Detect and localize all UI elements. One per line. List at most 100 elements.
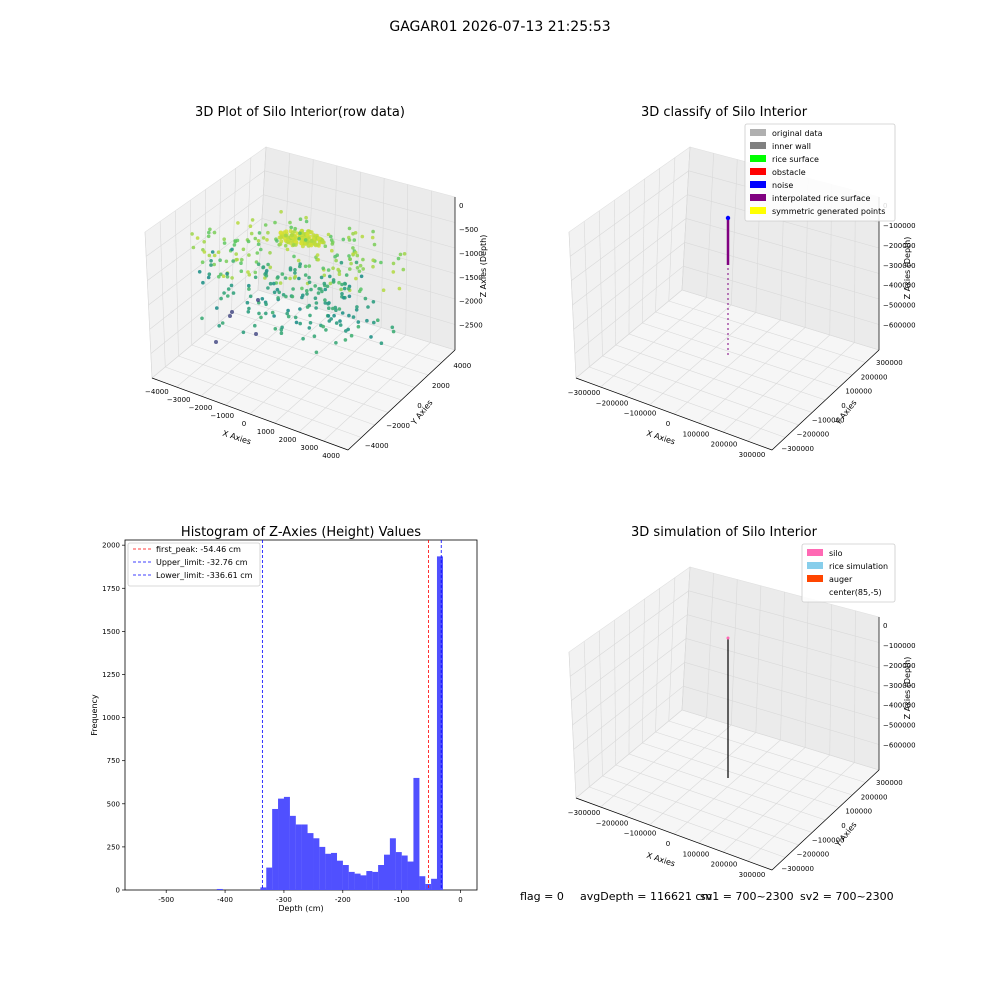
p4-x-tick-label: 200000: [711, 861, 738, 869]
panel4-legend-label: rice simulation: [829, 562, 888, 571]
panel1-data-point: [266, 286, 270, 290]
footer-status: flag = 0 avgDepth = 116621 cm sv1 = 700~…: [520, 890, 894, 903]
panel1-data-point: [241, 330, 246, 335]
panel4-zlabel: Z Axies (Depth): [903, 657, 912, 720]
panel1-data-point: [279, 210, 283, 214]
panel1-data-point: [253, 236, 258, 241]
panel1-data-point: [212, 253, 217, 258]
panel1-data-point: [401, 267, 406, 272]
panel1-data-point: [200, 316, 204, 321]
panel1-data-point: [329, 238, 334, 242]
p2-y-tick-label: 200000: [861, 373, 888, 381]
p1-gridlines: [144, 146, 456, 451]
p4-x-axis-line: [575, 797, 773, 871]
panel1-data-point: [322, 281, 327, 286]
panel1-data-point: [259, 247, 263, 252]
panel1-data-point: [257, 231, 262, 235]
hist-x-tick-label: -100: [394, 896, 410, 904]
p4-z-tick-label: −600000: [883, 742, 916, 750]
panel2-legend-label: interpolated rice surface: [772, 194, 870, 203]
panel1-data-point: [316, 257, 321, 262]
hist-y-tick-label: 750: [107, 757, 120, 765]
panel1-data-point: [292, 243, 296, 247]
hist-bar: [407, 861, 414, 890]
hist-bar: [336, 860, 343, 890]
p2-x-tick-label: 200000: [711, 441, 738, 449]
panel1-data-point: [334, 308, 338, 313]
panel1-data-point: [240, 258, 244, 262]
p1-z-tick-label: 0: [459, 202, 463, 210]
panel1-data-point: [308, 313, 312, 318]
panel1-data-point: [289, 225, 294, 230]
panel1-data-point: [336, 267, 341, 272]
p1-z-tick-label: −2000: [459, 298, 483, 306]
panel1-data-point: [298, 231, 302, 236]
panel1-data-point: [372, 242, 377, 247]
panel1-data-point: [305, 292, 309, 296]
panel1-data-point: [363, 296, 368, 301]
panel1-data-point: [308, 242, 313, 247]
p4-y-tick-label: −300000: [781, 865, 814, 873]
p4-x-tick-label: −200000: [596, 819, 629, 827]
panel2-legend-swatch: [750, 194, 766, 201]
panel1-data-point: [210, 250, 215, 254]
panel1-data-point: [219, 296, 223, 301]
panel1-data-point: [315, 253, 320, 257]
panel1-data-point: [337, 307, 342, 311]
panel1-data-point: [256, 242, 261, 247]
p2-x-tick-label: −300000: [568, 389, 601, 397]
panel1-data-point: [300, 295, 304, 300]
panel1-data-point: [369, 335, 373, 339]
panel1-data-point: [234, 252, 238, 256]
panel1-data-point: [391, 270, 396, 274]
panel1-data-point: [356, 320, 361, 324]
p2-y-tick-label: −100000: [812, 416, 845, 424]
panel1-data-point: [313, 296, 318, 301]
panel1-data-point: [361, 257, 365, 262]
hist-bar: [283, 796, 290, 890]
panel1-data-point: [331, 278, 336, 282]
panel1-data-point: [249, 231, 254, 236]
panel1-data-point: [342, 286, 347, 291]
panel1-data-point: [217, 274, 221, 279]
hist-x-tick-label: -400: [217, 896, 233, 904]
p4-grid-line: [722, 754, 830, 853]
panel1-data-point: [346, 327, 351, 332]
panel1-y-ticks: −4000 −2000 0 2000 4000: [365, 362, 471, 450]
panel1-data-point: [226, 294, 230, 298]
p2-grid-line: [698, 327, 806, 424]
hist-bar: [278, 798, 285, 890]
panel1-data-point: [253, 323, 257, 328]
panel1-data-point: [360, 234, 365, 239]
panel1-data-point: [247, 273, 252, 277]
panel1-data-point: [207, 230, 211, 235]
panel1-3d-box: [144, 146, 456, 451]
p2-grid-line: [642, 322, 839, 388]
p1-x-tick-label: −3000: [167, 396, 191, 404]
panel2-legend-swatch: [750, 155, 766, 162]
panel4-points: [726, 636, 730, 778]
panel1-data-point: [281, 293, 286, 297]
panel1-data-point: [328, 274, 332, 279]
panel1-data-point: [326, 232, 331, 237]
panel1-data-point: [353, 250, 358, 255]
p1-y-tick-label: 2000: [432, 382, 450, 390]
panel1-data-point: [347, 254, 351, 258]
panel1-data-point: [328, 281, 333, 286]
panel1-data-point: [355, 305, 359, 309]
panel1-data-point: [265, 238, 269, 242]
hist-y-tick-label: 1000: [102, 714, 120, 722]
panel1-data-point: [232, 243, 237, 247]
panel1-data-point: [292, 254, 296, 259]
p4-grid-line: [571, 614, 880, 701]
panel1-data-point: [371, 229, 375, 234]
hist-bar: [389, 838, 396, 890]
panel1-data-point: [286, 314, 291, 319]
panel1-data-point: [230, 247, 234, 252]
panel1-data-point: [208, 227, 212, 232]
panel1-data-point: [351, 246, 355, 250]
panel1-data-point: [298, 217, 303, 221]
panel1-data-point: [248, 294, 253, 299]
p2-grid-line: [571, 194, 880, 281]
panel1-data-point: [279, 239, 284, 244]
